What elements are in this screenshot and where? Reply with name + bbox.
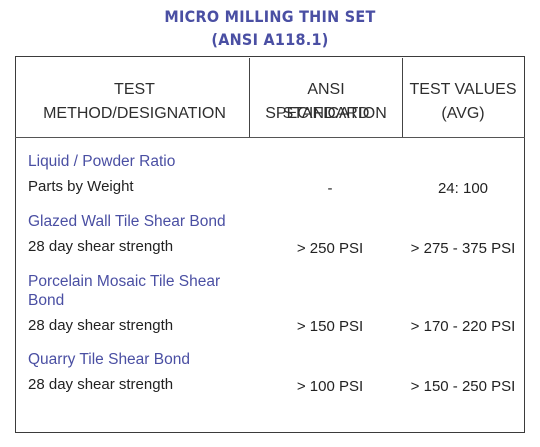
header-test-method: TEST METHOD/DESIGNATION (43, 81, 226, 122)
section-glazed-wall-tile: Glazed Wall Tile Shear Bond (28, 213, 226, 230)
row-label: 28 day shear strength (28, 238, 174, 255)
document-title: MICRO MILLING THIN SET (164, 7, 376, 26)
column-divider-1 (249, 58, 250, 138)
section-porcelain-mosaic-line1: Porcelain Mosaic Tile Shear (28, 273, 221, 290)
spec-table-frame (15, 56, 525, 433)
ansi-value: > 100 PSI (296, 378, 364, 395)
test-value: > 150 - 250 PSI (410, 378, 516, 395)
column-divider-2 (402, 58, 403, 138)
test-value: > 275 - 375 PSI (410, 240, 516, 257)
row-label: Parts by Weight (28, 178, 134, 195)
test-value: 24: 100 (437, 180, 489, 197)
section-porcelain-mosaic-line2: Bond (28, 292, 65, 309)
ansi-value: - (327, 180, 333, 197)
header-ansi-spec-line1: ANSI SPECIFICATION (265, 81, 387, 122)
row-label: 28 day shear strength (28, 317, 174, 334)
header-test-values-line2: (AVG) (441, 105, 485, 122)
section-liquid-powder-ratio: Liquid / Powder Ratio (28, 153, 176, 170)
header-ansi-spec-line2: STANDARD (282, 105, 370, 122)
row-label: 28 day shear strength (28, 376, 174, 393)
document-subtitle: (ANSI A118.1) (211, 30, 329, 49)
header-divider (15, 137, 525, 138)
section-quarry-tile: Quarry Tile Shear Bond (28, 351, 190, 368)
ansi-value: > 150 PSI (296, 318, 364, 335)
header-test-values-line1: TEST VALUES (409, 81, 517, 98)
test-value: > 170 - 220 PSI (410, 318, 516, 335)
ansi-value: > 250 PSI (296, 240, 364, 257)
